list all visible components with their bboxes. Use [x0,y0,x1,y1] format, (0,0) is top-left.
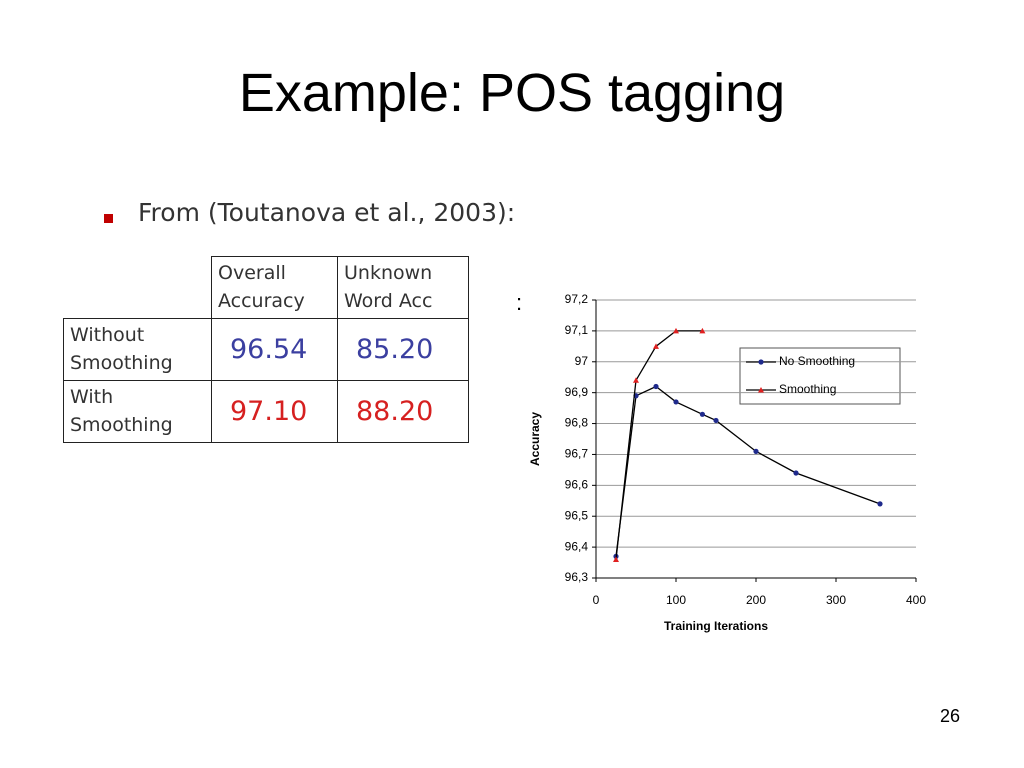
slide-title: Example: POS tagging [238,63,786,123]
y-tick-label: 96,5 [565,508,589,522]
marker [653,383,659,390]
results-table: Overall Accuracy Unknown Word Acc Withou… [63,256,469,443]
y-tick-label: 97 [575,354,589,368]
x-tick-label: 400 [906,593,926,607]
marker [758,359,764,365]
bullet-text: From (Toutanova et al., 2003): [138,198,516,227]
y-tick-label: 96,8 [565,416,589,430]
cell: 85.20 [337,318,469,381]
y-tick-label: 96,7 [565,447,589,461]
x-axis-label: Training Iterations [664,619,768,633]
marker [699,411,706,417]
marker [877,501,883,507]
y-tick-label: 96,6 [565,478,589,492]
marker [613,556,619,562]
legend-box [739,347,901,405]
series-line [615,385,881,557]
series-line [615,330,703,560]
x-tick-label: 200 [746,593,766,607]
marker [758,387,764,393]
cell: 88.20 [337,380,469,443]
bullet-marker [104,214,113,223]
marker [753,448,759,454]
marker [673,327,679,334]
y-tick-label: 97,2 [565,292,589,306]
colon: : [516,290,523,315]
marker [633,377,639,383]
y-tick-label: 97,1 [565,323,589,337]
header-cell: Unknown Word Acc [337,256,469,319]
y-tick-label: 96,4 [565,539,589,553]
marker [653,343,659,349]
header-cell: Overall Accuracy [211,256,338,319]
x-tick-label: 300 [826,593,846,607]
x-tick-label: 100 [666,593,686,607]
marker [793,470,799,476]
y-tick-label: 96,9 [565,385,589,399]
marker [713,417,719,424]
cell: 97.10 [211,380,338,443]
legend-label: Smoothing [779,382,836,396]
row-label: Without Smoothing [63,318,212,381]
page-number: 26 [940,706,961,726]
row-label: With Smoothing [63,380,212,443]
marker [673,399,679,405]
legend-label: No Smoothing [779,354,855,368]
marker [699,327,706,334]
y-tick-label: 96,3 [565,570,589,584]
x-tick-label: 0 [593,593,600,607]
y-axis-label: Accuracy [528,412,542,466]
